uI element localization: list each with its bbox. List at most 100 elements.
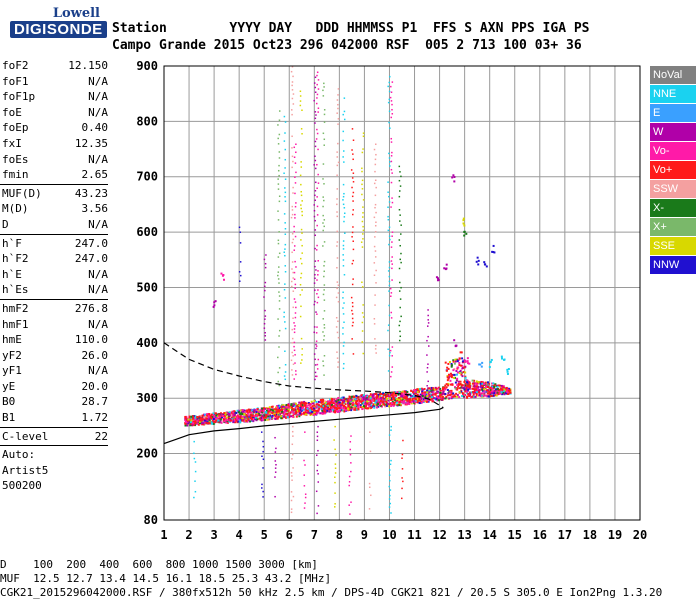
trace-dot <box>261 415 264 418</box>
trace-dot <box>275 408 278 411</box>
trace-dot <box>354 398 357 401</box>
trace-dot <box>369 393 372 396</box>
trace-dot <box>465 386 468 389</box>
echo-streak-dot <box>316 454 318 457</box>
echo-streak-dot <box>362 238 364 240</box>
trace-dot <box>316 412 319 415</box>
trace-dot <box>313 404 316 407</box>
echo-streak-dot <box>284 327 287 330</box>
trace-dot <box>202 423 205 426</box>
trace-dot <box>251 409 254 412</box>
echo-streak-dot <box>283 288 286 291</box>
echo-streak-dot <box>342 248 345 250</box>
echo-streak-dot <box>336 215 339 218</box>
trace-dot <box>392 394 395 397</box>
trace-dot <box>212 412 215 415</box>
trace-dot <box>500 389 503 392</box>
header-label-ps: PS <box>573 21 590 36</box>
trace-dot <box>294 404 297 407</box>
echo-streak-dot <box>317 260 319 262</box>
trace-dot <box>421 395 424 398</box>
trace-dot <box>465 388 468 391</box>
trace-dot <box>338 410 341 413</box>
trace-dot <box>315 405 318 408</box>
trace-dot <box>464 375 467 378</box>
trace-dot <box>460 371 463 374</box>
x-tick-label: 8 <box>336 528 343 542</box>
trace-dot <box>374 396 377 399</box>
trace-dot <box>255 414 258 417</box>
trace-dot <box>428 387 431 390</box>
echo-point <box>462 219 465 222</box>
echo-streak-dot <box>315 138 318 140</box>
trace-dot <box>449 393 452 396</box>
trace-dot <box>353 405 356 408</box>
trace-dot <box>185 421 188 424</box>
trace-dot <box>303 400 306 403</box>
echo-streak-dot <box>323 335 326 337</box>
echo-streak-dot <box>314 358 316 361</box>
trace-dot <box>350 406 353 409</box>
echo-streak-dot <box>283 213 286 215</box>
trace-dot <box>442 390 445 393</box>
echo-streak-dot <box>350 435 352 437</box>
echo-streak-dot <box>342 265 345 267</box>
echo-streak-dot <box>292 306 294 309</box>
echo-streak-dot <box>291 232 294 235</box>
trace-dot <box>253 409 256 412</box>
param-separator <box>0 298 108 300</box>
trace-dot <box>379 401 382 404</box>
trace-dot <box>483 389 486 392</box>
trace-dot <box>368 405 371 408</box>
param-name: yF1 <box>2 364 22 378</box>
echo-streak-dot <box>400 224 402 226</box>
trace-dot <box>380 405 383 408</box>
echo-streak-dot <box>335 326 338 328</box>
trace-dot <box>356 396 359 399</box>
echo-streak-dot <box>388 290 390 292</box>
trace-dot <box>245 417 248 420</box>
echo-streak-dot <box>193 440 195 443</box>
trace-dot <box>398 398 401 401</box>
echo-streak-dot <box>352 353 355 355</box>
echo-streak-dot <box>317 425 319 428</box>
trace-dot <box>285 403 288 406</box>
trace-dot <box>471 395 474 398</box>
trace-dot <box>269 411 272 414</box>
echo-streak-dot <box>315 114 317 116</box>
trace-dot <box>356 404 359 407</box>
trace-dot <box>275 413 278 416</box>
echo-streak-dot <box>314 219 316 222</box>
echo-streak-dot <box>375 153 377 156</box>
trace-dot <box>250 418 253 421</box>
echo-streak-dot <box>388 485 391 488</box>
echo-streak-dot <box>262 490 264 493</box>
echo-streak-dot <box>294 260 296 263</box>
echo-streak-dot <box>277 256 280 258</box>
trace-dot <box>208 413 211 416</box>
trace-dot <box>412 395 415 398</box>
trace-dot <box>304 403 307 406</box>
trace-dot <box>361 408 364 411</box>
trace-dot <box>466 396 469 399</box>
echo-streak-dot <box>390 317 393 319</box>
echo-streak-dot <box>238 226 241 229</box>
trace-dot <box>506 391 509 394</box>
param-value: 247.0 <box>74 236 108 250</box>
echo-streak-dot <box>390 425 392 428</box>
trace-dot <box>243 409 246 412</box>
echo-streak-dot <box>349 453 352 456</box>
trace-dot <box>241 417 244 420</box>
echo-streak-dot <box>362 135 365 138</box>
echo-streak-dot <box>295 151 297 154</box>
echo-streak-dot <box>361 286 364 288</box>
trace-dot <box>468 381 471 384</box>
echo-streak-dot <box>262 445 265 448</box>
trace-dot <box>426 399 429 402</box>
echo-streak-dot <box>389 238 391 241</box>
trace-dot <box>338 406 341 409</box>
trace-dot <box>372 393 375 396</box>
trace-dot <box>453 376 456 379</box>
echo-streak-dot <box>278 133 281 136</box>
trace-dot <box>370 406 373 409</box>
